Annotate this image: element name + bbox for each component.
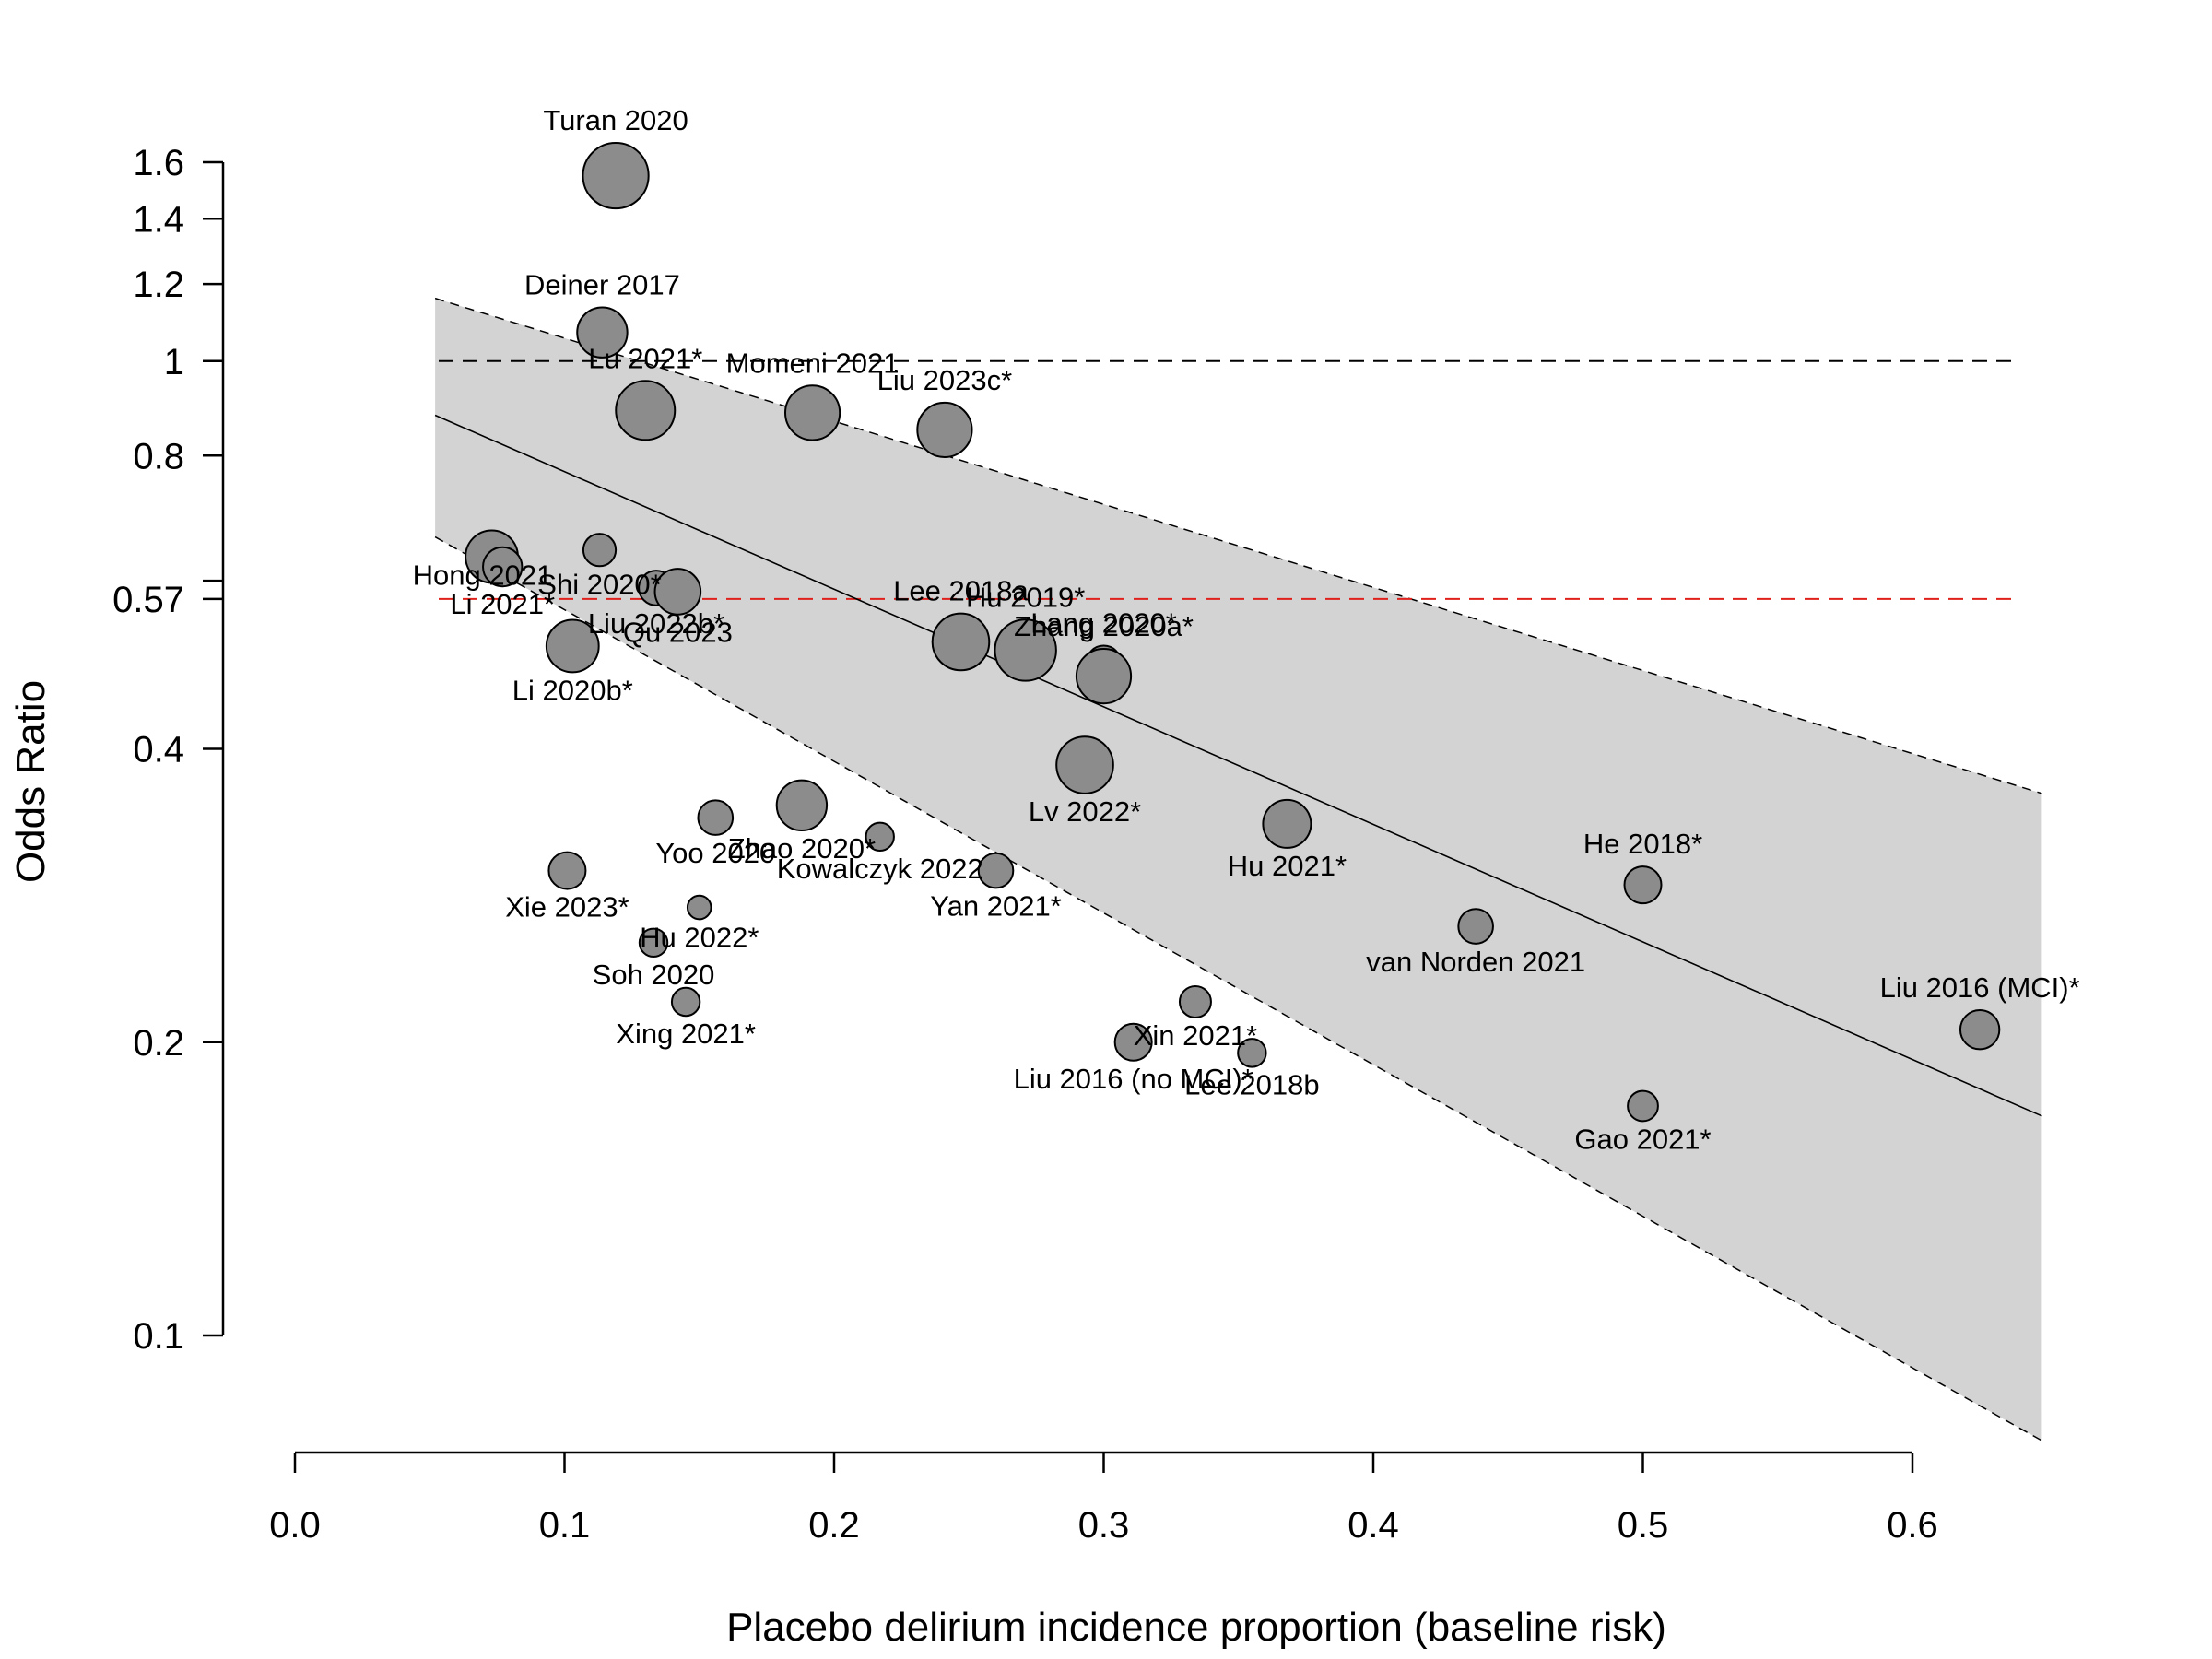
data-point (865, 821, 895, 853)
point-label: Soh 2020 (593, 959, 715, 991)
data-points (465, 141, 2001, 1123)
y-tick-label: 1.4 (133, 199, 184, 240)
data-point (1623, 865, 1663, 905)
point-label: Li 2020b* (512, 674, 633, 706)
lower-bound-line (434, 535, 2042, 1441)
y-axis: 0.1 0.2 0.4 0.57 0.8 1 1.2 1.4 1.6 (112, 143, 225, 1357)
confidence-band (434, 297, 2042, 1441)
y-tick-label: 0.2 (133, 1023, 184, 1064)
y-tick-label: 1.2 (133, 265, 184, 305)
point-label: Hong 2021 (413, 559, 553, 591)
data-point (1959, 1008, 2001, 1051)
y-tick-label: 1 (164, 342, 184, 382)
data-point (916, 401, 973, 459)
y-tick-label: 1.6 (133, 143, 184, 183)
point-label: Li 2021* (450, 588, 555, 620)
y-axis-title: Odds Ratio (8, 680, 53, 883)
x-axis-title: Placebo delirium incidence proportion (b… (726, 1605, 1666, 1650)
x-tick-label: 0.6 (1887, 1505, 1938, 1546)
point-label: Hu 2021* (1228, 850, 1347, 882)
data-point (784, 384, 841, 441)
point-label: Lv 2022* (1029, 795, 1141, 828)
data-point (482, 546, 524, 588)
point-label: Qu 2023 (623, 617, 733, 649)
point-label: Lee 2018b (1184, 1069, 1320, 1101)
point-label: Momeni 2021 (726, 347, 900, 379)
x-tick-label: 0.3 (1078, 1505, 1130, 1546)
point-label: Lu 2021* (588, 342, 702, 374)
data-point (670, 986, 701, 1018)
upper-bound-line (434, 297, 2042, 794)
data-point (1075, 647, 1133, 705)
point-label: Xing 2021* (616, 1018, 756, 1050)
point-label: Lee 2018a (893, 575, 1029, 607)
x-tick-label: 0.2 (808, 1505, 860, 1546)
data-point (686, 894, 712, 921)
data-point (977, 852, 1015, 889)
point-label: Liu 2023c* (877, 364, 1013, 396)
point-label: Xie 2023* (505, 891, 629, 924)
data-point (1178, 984, 1212, 1018)
point-labels: Turan 2020 Deiner 2017 Lu 2021* Momeni 2021… (413, 104, 2080, 1155)
x-tick-label: 0.0 (269, 1505, 321, 1546)
point-label: Turan 2020 (543, 104, 688, 136)
point-label: Kowalczyk 2022 (777, 853, 983, 885)
y-tick-label: 0.4 (133, 730, 184, 771)
point-label: van Norden 2021 (1366, 946, 1585, 978)
data-point (638, 927, 669, 959)
y-tick-label: 0.57 (112, 580, 184, 620)
data-point (582, 141, 650, 210)
data-point (1457, 908, 1494, 945)
point-label: Shi 2020* (537, 568, 661, 600)
regression-fit-line (434, 414, 2042, 1117)
x-tick-label: 0.4 (1347, 1505, 1399, 1546)
regression-line (434, 414, 2042, 1117)
point-label: Hu 2019* (966, 581, 1085, 613)
point-label: Liu 2016 (no MCI)* (1014, 1063, 1253, 1095)
data-point (1627, 1089, 1659, 1123)
data-point (1113, 1022, 1153, 1062)
x-tick-label: 0.5 (1618, 1505, 1669, 1546)
x-tick-label: 0.1 (539, 1505, 591, 1546)
point-label: Gao 2021* (1574, 1123, 1711, 1155)
data-point (1055, 735, 1114, 794)
point-label: Deiner 2017 (524, 269, 680, 301)
y-tick-label: 0.1 (133, 1316, 184, 1357)
data-point (697, 799, 735, 836)
data-point (576, 306, 629, 359)
data-point (545, 618, 600, 674)
data-point (994, 618, 1057, 682)
x-axis: 0.0 0.1 0.2 0.3 0.4 0.5 0.6 (269, 1451, 1938, 1546)
point-label: Hu 2022* (640, 921, 759, 953)
point-label: Lang 2020* (1030, 607, 1177, 640)
data-point (1237, 1038, 1267, 1068)
data-point (547, 851, 587, 890)
point-label: Zhao 2020* (728, 832, 876, 865)
point-label: Zhang 2020a* (1014, 610, 1194, 642)
data-point (582, 533, 618, 568)
data-point (615, 380, 677, 441)
data-point (653, 568, 702, 616)
point-label: He 2018* (1583, 828, 1702, 860)
data-point (775, 779, 829, 832)
point-label: Xin 2021* (1134, 1019, 1257, 1052)
point-label: Yan 2021* (930, 889, 1062, 922)
data-point (931, 612, 991, 672)
point-label: Liu 2022b* (588, 607, 724, 640)
data-point (1262, 798, 1312, 849)
point-label: Yoo 2020 (655, 837, 775, 869)
point-label: Liu 2016 (MCI)* (1880, 971, 2080, 1004)
y-tick-label: 0.8 (133, 436, 184, 477)
confidence-band-area (435, 298, 2042, 1441)
